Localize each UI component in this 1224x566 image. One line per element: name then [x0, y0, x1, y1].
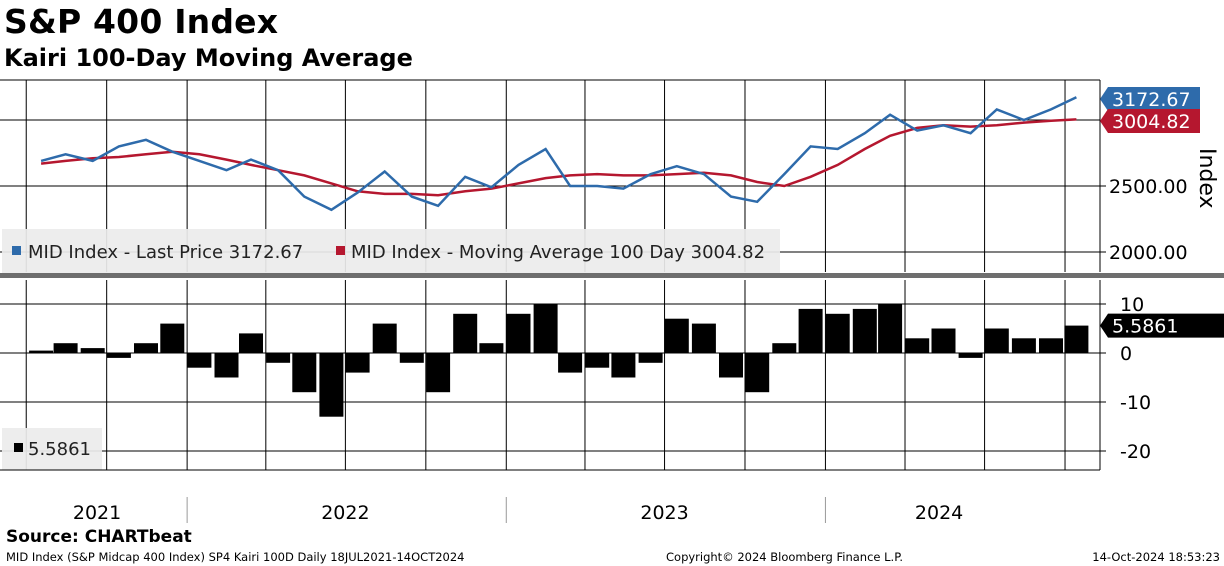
kairi-bar: [798, 308, 823, 353]
y-axis-label: Index: [1194, 148, 1219, 209]
price-legend: MID Index - Last Price 3172.67 MID Index …: [2, 229, 780, 273]
last-price-value-flag-shape: [1100, 87, 1200, 111]
kairi-bar: [453, 313, 478, 353]
kairi-value-flag: 5.5861: [1100, 313, 1224, 338]
legend-swatch-last-price: [12, 246, 21, 255]
panel-separator: [0, 273, 1224, 278]
kairi-bar: [506, 313, 531, 353]
legend-swatch-moving-average: [336, 246, 345, 255]
kairi-bar: [664, 318, 689, 353]
footer-copyright: Copyright© 2024 Bloomberg Finance L.P.: [666, 550, 903, 564]
kairi-bar: [29, 350, 54, 353]
kairi-bar: [533, 304, 558, 353]
kairi-bar: [772, 343, 797, 353]
kairi-bar: [319, 353, 344, 417]
chart-title: S&P 400 Index: [4, 2, 279, 41]
legend-label-last-price: MID Index - Last Price 3172.67: [28, 242, 303, 263]
kairi-bar: [878, 304, 903, 353]
kairi-bar: [958, 353, 983, 358]
kairi-value-flag-label: 5.5861: [1112, 316, 1178, 338]
x-axis-year-label: 2024: [915, 502, 963, 524]
legend-label-kairi: 5.5861: [28, 439, 91, 460]
kairi-bar: [134, 343, 158, 353]
moving-average-value-flag-label: 3004.82: [1112, 111, 1191, 133]
legend-background: [2, 229, 780, 273]
y-tick-label: 10: [1120, 294, 1144, 316]
kairi-bar: [611, 353, 636, 378]
kairi-bar: [1011, 338, 1036, 353]
kairi-bar: [239, 333, 263, 353]
kairi-bar: [558, 353, 583, 373]
moving-average-line: [40, 118, 1077, 197]
kairi-bar: [160, 323, 185, 353]
kairi-bar: [691, 323, 716, 353]
footer-timestamp: 14-Oct-2024 18:53:23: [1092, 550, 1220, 564]
kairi-bar: [345, 353, 370, 373]
x-axis-year-label: 2021: [73, 502, 121, 524]
y-tick-label: -20: [1120, 441, 1151, 463]
kairi-bar: [214, 353, 239, 378]
kairi-bar: [1039, 338, 1063, 353]
footer-description: MID Index (S&P Midcap 400 Index) SP4 Kai…: [6, 550, 465, 564]
last-price-value-flag: 3172.67: [1100, 87, 1200, 111]
kairi-bar: [187, 353, 212, 368]
kairi-bar: [53, 343, 78, 353]
kairi-bar: [1064, 325, 1089, 353]
kairi-bar: [426, 353, 451, 393]
kairi-legend: 5.5861: [2, 428, 102, 470]
last-price-line: [40, 96, 1077, 212]
moving-average-value-flag: 3004.82: [1100, 109, 1200, 133]
kairi-bar: [984, 328, 1009, 353]
kairi-bar: [638, 353, 663, 363]
kairi-panel: 5.5861: [2, 304, 1089, 470]
legend-label-moving-average: MID Index - Moving Average 100 Day 3004.…: [351, 242, 765, 263]
moving-average-value-flag-shape: [1100, 109, 1200, 133]
kairi-bar: [745, 353, 770, 393]
chart-subtitle: Kairi 100-Day Moving Average: [4, 44, 413, 72]
y-tick-label: 2000.00: [1109, 242, 1188, 264]
kairi-bar: [825, 313, 850, 353]
legend-swatch-kairi: [14, 443, 23, 452]
y-tick-label: -10: [1120, 392, 1151, 414]
kairi-bar: [372, 323, 397, 353]
y-tick-label: 0: [1120, 343, 1132, 365]
kairi-bar: [905, 338, 930, 353]
x-axis-year-label: 2022: [321, 502, 369, 524]
kairi-bar: [931, 328, 956, 353]
kairi-bar: [80, 348, 105, 353]
kairi-bar: [106, 353, 131, 358]
source-note: Source: CHARTbeat: [6, 527, 192, 547]
last-price-value-flag-label: 3172.67: [1112, 89, 1191, 111]
kairi-bar: [292, 353, 317, 393]
kairi-bar: [266, 353, 291, 363]
axes: 2000.00 2500.00 10 0 -10 -20 Index 3172.673004.…: [0, 79, 1224, 524]
kairi-bar: [852, 308, 877, 353]
price-panel: MID Index - Last Price 3172.67 MID Index …: [2, 96, 1077, 273]
kairi-bar: [399, 353, 424, 363]
kairi-bar: [479, 343, 504, 353]
y-tick-label: 2500.00: [1109, 176, 1188, 198]
kairi-value-flag-shape: [1100, 313, 1224, 338]
kairi-bar: [585, 353, 610, 368]
x-axis-year-label: 2023: [640, 502, 688, 524]
kairi-bar: [719, 353, 743, 378]
